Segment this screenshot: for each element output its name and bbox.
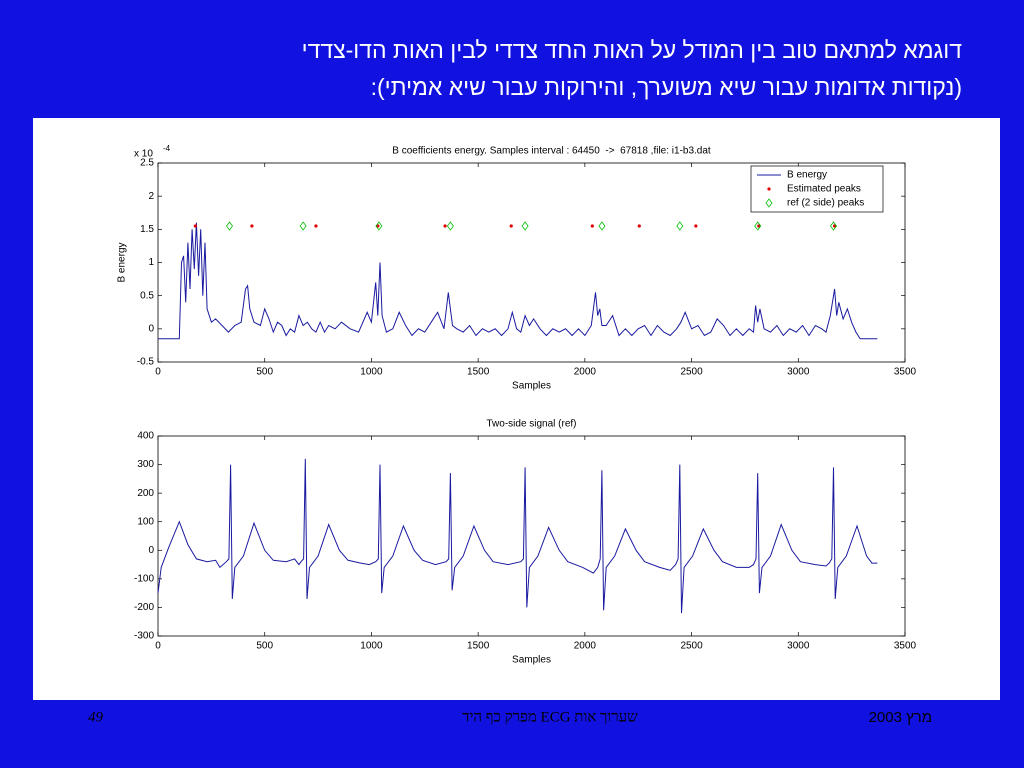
data-point xyxy=(225,221,233,231)
slide-title-line: דוגמא למתאם טוב בין המודל על האות החד צד… xyxy=(302,37,963,63)
y-tick-label: 1 xyxy=(148,257,154,268)
chart-title: B coefficients energy. Samples interval … xyxy=(392,146,711,157)
x-tick-label: 1000 xyxy=(360,367,383,378)
x-tick-label: 2500 xyxy=(680,367,703,378)
data-point xyxy=(314,224,318,228)
footer: שערוך אות ECG מפרק כף היד xyxy=(462,709,638,725)
x-tick-label: 1500 xyxy=(467,367,490,378)
y-tick-label: 0 xyxy=(148,323,154,334)
y-tick-label: 300 xyxy=(137,459,154,470)
data-point xyxy=(637,224,641,228)
legend-label: ref (2 side) peaks xyxy=(787,198,864,209)
y-tick-label: 0.5 xyxy=(140,290,154,301)
chart-title: Two-side signal (ref) xyxy=(486,419,576,430)
x-tick-label: 2500 xyxy=(680,641,703,652)
data-point xyxy=(830,221,838,231)
x-tick-label: 3000 xyxy=(787,641,810,652)
x-tick-label: 0 xyxy=(155,367,161,378)
data-point xyxy=(676,221,684,231)
y-tick-label: -300 xyxy=(134,631,154,642)
y-tick-label: -0.5 xyxy=(137,357,155,368)
x-tick-label: 3500 xyxy=(894,367,917,378)
x-tick-label: 1500 xyxy=(467,641,490,652)
legend-swatch xyxy=(767,187,771,191)
x-axis-label: Samples xyxy=(512,655,551,666)
y-scale-exponent: -4 xyxy=(163,144,171,153)
data-point xyxy=(193,224,197,228)
x-tick-label: 3500 xyxy=(894,641,917,652)
legend-label: B energy xyxy=(787,170,827,181)
slide-title-line: (נקודות אדומות עבור שיא משוערך, והירוקות… xyxy=(371,74,962,100)
y-tick-label: 0 xyxy=(148,545,154,556)
y-tick-label: 1.5 xyxy=(140,224,154,235)
y-tick-label: 200 xyxy=(137,488,154,499)
y-tick-label: -200 xyxy=(134,602,154,613)
data-point xyxy=(694,224,698,228)
legend-label: Estimated peaks xyxy=(787,184,861,195)
data-point xyxy=(509,224,513,228)
x-tick-label: 1000 xyxy=(360,641,383,652)
data-point xyxy=(521,221,529,231)
data-point xyxy=(754,221,762,231)
data-point xyxy=(832,224,837,228)
y-axis-label: B energy xyxy=(117,242,128,282)
data-point xyxy=(375,221,383,231)
date: מרץ 2003 xyxy=(869,709,932,726)
data-point xyxy=(376,224,380,228)
y-tick-label: -100 xyxy=(134,573,154,584)
page-number: 49 xyxy=(88,709,104,725)
legend-swatch xyxy=(765,198,773,208)
y-tick-label: 400 xyxy=(137,431,154,442)
x-tick-label: 3000 xyxy=(787,367,810,378)
x-tick-label: 500 xyxy=(256,641,273,652)
x-tick-label: 500 xyxy=(256,367,273,378)
data-line xyxy=(157,458,878,614)
legend-box xyxy=(750,165,884,213)
y-scale-label: x 10 xyxy=(134,149,153,160)
data-point xyxy=(598,221,606,231)
y-tick-label: 100 xyxy=(137,516,154,527)
plot-area xyxy=(157,435,906,637)
y-tick-label: 2.5 xyxy=(140,158,154,169)
data-line xyxy=(158,222,878,340)
x-axis-label: Samples xyxy=(512,381,551,392)
data-point xyxy=(446,221,454,231)
data-point xyxy=(250,224,254,228)
x-tick-label: 2000 xyxy=(574,367,597,378)
data-point xyxy=(757,224,761,228)
data-point xyxy=(590,224,594,228)
x-tick-label: 0 xyxy=(155,641,161,652)
y-tick-label: 2 xyxy=(148,191,154,202)
data-point xyxy=(443,224,447,228)
data-point xyxy=(299,221,307,231)
x-tick-label: 2000 xyxy=(574,641,597,652)
